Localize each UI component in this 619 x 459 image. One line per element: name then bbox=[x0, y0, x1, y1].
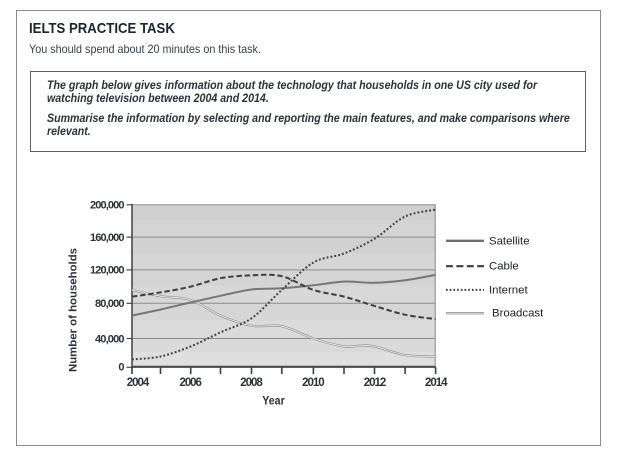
svg-text:2010: 2010 bbox=[302, 377, 325, 389]
svg-text:2008: 2008 bbox=[240, 377, 263, 389]
svg-text:Number of households: Number of households bbox=[68, 248, 80, 372]
svg-text:Satellite: Satellite bbox=[489, 235, 530, 247]
svg-text:2014: 2014 bbox=[425, 377, 448, 389]
svg-text:120,000: 120,000 bbox=[90, 265, 125, 277]
svg-text:2012: 2012 bbox=[364, 377, 387, 389]
svg-text:Internet: Internet bbox=[489, 284, 528, 296]
svg-text:Broadcast: Broadcast bbox=[492, 308, 544, 320]
svg-text:80,000: 80,000 bbox=[95, 298, 125, 310]
svg-text:Cable: Cable bbox=[489, 261, 519, 273]
svg-text:2006: 2006 bbox=[179, 377, 202, 389]
svg-text:0: 0 bbox=[118, 361, 124, 373]
svg-text:200,000: 200,000 bbox=[90, 200, 125, 212]
svg-text:2004: 2004 bbox=[127, 377, 150, 389]
svg-text:160,000: 160,000 bbox=[90, 232, 125, 244]
svg-text:Year: Year bbox=[262, 396, 285, 408]
svg-text:40,000: 40,000 bbox=[95, 333, 125, 345]
